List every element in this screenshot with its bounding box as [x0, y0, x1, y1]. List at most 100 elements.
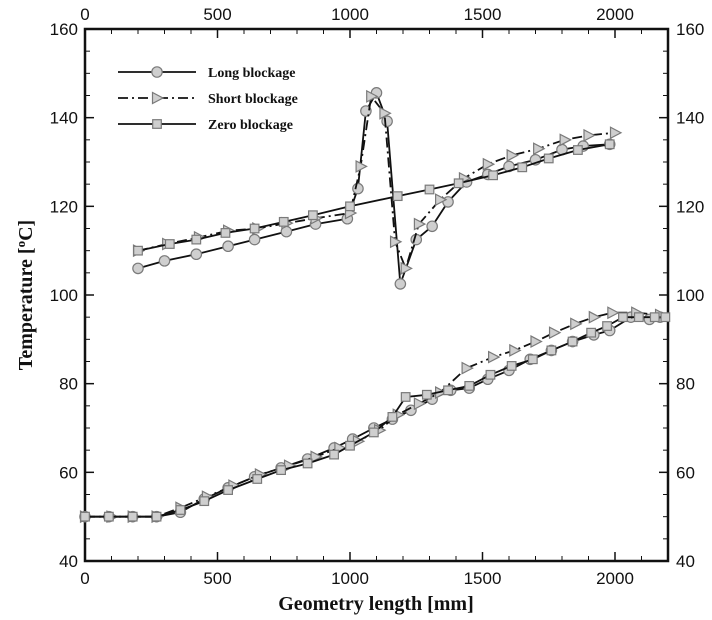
legend-item: Short blockage	[118, 91, 298, 107]
y-tick-label-right: 60	[676, 463, 695, 482]
data-point	[368, 427, 379, 438]
data-point	[175, 505, 186, 515]
legend-item: Long blockage	[118, 66, 296, 81]
data-point	[222, 240, 234, 253]
data-point	[488, 350, 501, 364]
data-point	[583, 128, 596, 142]
data-point	[400, 392, 411, 402]
data-point	[586, 327, 597, 338]
data-point	[546, 345, 557, 356]
data-point	[164, 239, 175, 249]
data-point	[199, 496, 210, 507]
x-tick-label-bottom: 1000	[331, 569, 369, 588]
data-point	[355, 159, 368, 173]
data-point	[509, 343, 522, 357]
data-point	[394, 278, 407, 290]
data-point	[602, 321, 612, 331]
data-point	[80, 511, 90, 522]
legend-marker	[152, 119, 162, 129]
data-point	[633, 312, 644, 323]
data-point	[302, 458, 313, 469]
data-point	[426, 220, 438, 233]
data-point	[389, 235, 403, 249]
y-tick-label-left: 60	[59, 463, 78, 482]
data-point	[248, 233, 261, 246]
data-point	[103, 511, 114, 522]
data-point	[413, 397, 427, 411]
data-point	[278, 216, 289, 227]
y-tick-label-left: 100	[50, 286, 78, 305]
data-point	[132, 262, 144, 275]
y-axis-title-main: Temperature [	[15, 247, 37, 370]
data-point	[345, 201, 355, 212]
legend: Long blockage Short blockage Zero blockage	[118, 66, 298, 133]
data-point	[559, 133, 572, 147]
data-point	[424, 184, 435, 195]
data-point	[517, 162, 528, 173]
legend-label: Long blockage	[208, 66, 296, 81]
x-tick-label-top: 1000	[331, 5, 369, 24]
data-point	[506, 361, 517, 371]
y-tick-label-left: 120	[50, 197, 78, 216]
legend-marker	[151, 66, 163, 78]
y-tick-label-left: 160	[50, 20, 78, 39]
data-point	[345, 440, 355, 451]
data-point	[421, 389, 432, 400]
data-point	[276, 465, 286, 476]
legend-item: Zero blockage	[118, 118, 293, 133]
y-tick-label-right: 160	[676, 20, 704, 39]
y-tick-label-left: 40	[59, 552, 78, 571]
data-point	[308, 210, 318, 221]
y-tick-label-right: 40	[676, 552, 695, 571]
data-point	[533, 142, 546, 156]
data-point	[158, 255, 171, 267]
data-point	[506, 148, 519, 162]
data-point	[223, 485, 234, 495]
data-point	[660, 312, 671, 323]
data-point	[366, 89, 379, 103]
y-axis-title: Temperature [oC]	[13, 220, 37, 370]
y-tick-label-right: 80	[676, 375, 695, 394]
data-point	[310, 450, 323, 464]
data-point	[464, 380, 475, 391]
data-point	[527, 354, 538, 365]
x-tick-label-bottom: 1500	[464, 569, 502, 588]
series-line-upper	[137, 143, 610, 252]
data-point	[461, 361, 474, 375]
x-axis-title: Geometry length [mm]	[278, 593, 474, 615]
data-point	[435, 193, 448, 207]
data-point	[387, 412, 398, 422]
data-point	[190, 248, 203, 261]
y-axis-title-superscript: o	[13, 241, 28, 248]
data-point	[649, 312, 660, 323]
data-point	[191, 234, 202, 245]
x-tick-label-bottom: 2000	[596, 569, 634, 588]
series-layer	[79, 87, 671, 524]
y-tick-label-right: 140	[676, 109, 704, 128]
data-point	[482, 157, 496, 171]
series-short-blockage	[79, 89, 668, 524]
data-point	[567, 336, 578, 347]
data-point	[381, 115, 393, 128]
y-tick-label-left: 80	[59, 375, 78, 394]
ticks-layer: 0 0 500 500 1000 1000 1500 1500 2000 2000 40 40 60 60…	[50, 5, 705, 588]
data-point	[379, 106, 392, 120]
data-point	[453, 178, 464, 189]
data-point	[249, 223, 260, 234]
data-point	[133, 245, 143, 256]
data-point	[548, 326, 562, 340]
data-point	[151, 511, 162, 522]
data-point	[413, 217, 427, 231]
data-point	[588, 310, 602, 324]
data-point	[252, 474, 263, 484]
data-point	[618, 312, 628, 323]
data-point	[609, 126, 623, 140]
data-point	[329, 449, 339, 460]
x-tick-label-bottom: 500	[203, 569, 231, 588]
legend-label: Zero blockage	[208, 118, 293, 133]
data-point	[570, 317, 583, 331]
plot-frame	[83, 27, 670, 563]
data-point	[443, 385, 453, 396]
x-tick-label-top: 500	[203, 5, 231, 24]
y-tick-label-right: 100	[676, 286, 704, 305]
